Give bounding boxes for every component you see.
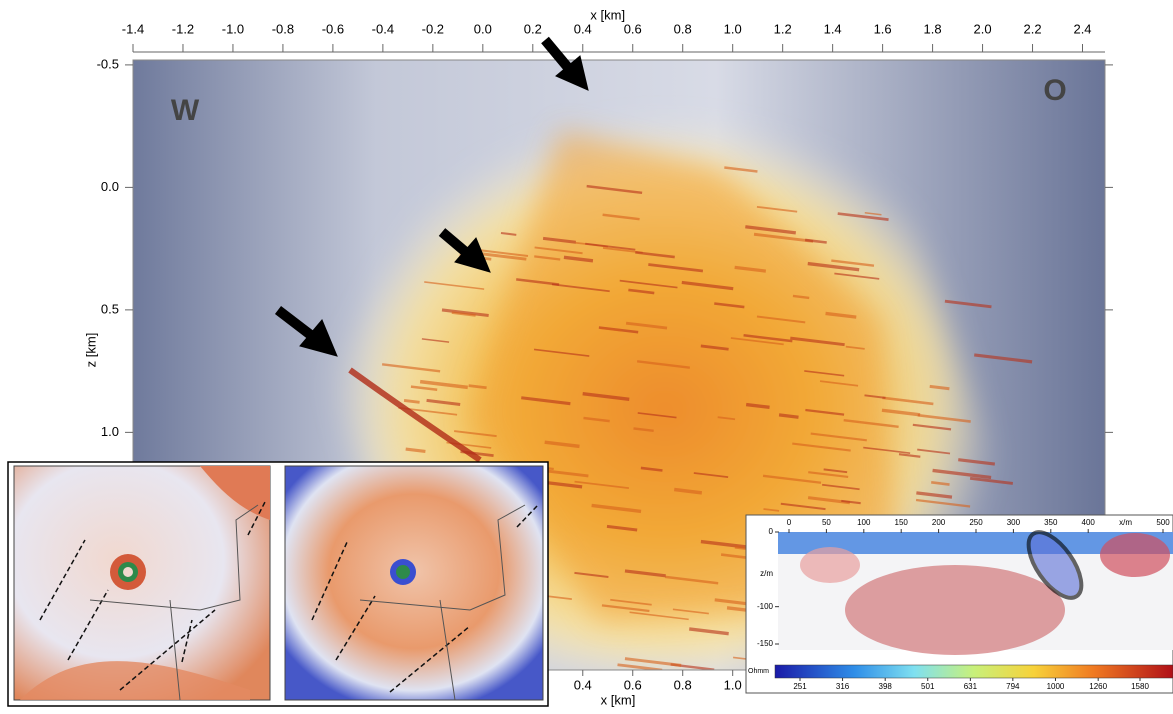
bottom-x-tick-label: 1.0: [724, 677, 742, 692]
bottom-x-tick-label: 0.4: [574, 677, 592, 692]
colorbar-tick-label: 251: [793, 682, 807, 691]
inset-z-tick-label: 0: [769, 527, 774, 536]
inset-x-unit: x/m: [1119, 518, 1132, 527]
decoration-ellipse: [1100, 533, 1170, 577]
colorbar-tick-label: 1580: [1131, 682, 1149, 691]
colorbar-tick-label: 501: [921, 682, 935, 691]
x-tick-label: 2.0: [974, 21, 992, 36]
z-axis-label: z [km]: [83, 333, 98, 368]
inset-z-tick-label: -100: [757, 602, 774, 611]
x-tick-label: -0.4: [372, 21, 394, 36]
x-tick-label: 0.6: [624, 21, 642, 36]
x-axis-label: x [km]: [590, 7, 625, 22]
east-label: O: [1043, 74, 1066, 107]
inset-x-tick-label: 100: [857, 518, 871, 527]
z-tick-label: 1.0: [101, 424, 119, 439]
inset-x-tick-label: 150: [895, 518, 909, 527]
colorbar-unit: Ohmm: [748, 668, 769, 675]
decoration-circle: [396, 565, 410, 579]
x-tick-label: 0.8: [674, 21, 692, 36]
x-tick-label: 0.0: [474, 21, 492, 36]
x-tick-label: 1.2: [774, 21, 792, 36]
decoration-circle: [123, 567, 133, 577]
x-tick-label: 2.4: [1073, 21, 1091, 36]
page: -1.4 -1.2 -1.0 -0.8 -0.6 -0.4 -0.2 0.0 0.2 0.4 0.6…: [0, 0, 1173, 709]
inset-z-tick-label: -150: [757, 639, 774, 648]
figure: -1.4 -1.2 -1.0 -0.8 -0.6 -0.4 -0.2 0.0 0.2 0.4 0.6…: [0, 0, 1173, 709]
decoration-ellipse: [800, 547, 860, 583]
resistivity-inset: 0 50 100 150 200 250 300 350 400 500 x/m 0 -100 -150 z…: [746, 515, 1173, 693]
x-tick-label: 2.2: [1023, 21, 1041, 36]
x-tick-label: -1.0: [222, 21, 244, 36]
streak: [779, 415, 798, 417]
inset-x-tick-label: 300: [1007, 518, 1021, 527]
x-tick-label: -0.8: [272, 21, 294, 36]
x-tick-label: 1.8: [924, 21, 942, 36]
inset-x-tick-label: 500: [1156, 518, 1170, 527]
streak: [404, 400, 420, 402]
x-tick-label: 1.6: [874, 21, 892, 36]
inset-z-unit: z/m: [760, 569, 773, 578]
z-tick-label: 0.0: [101, 179, 119, 194]
inset-x-tick-label: 50: [822, 518, 831, 527]
bottom-x-tick-label: 0.6: [624, 677, 642, 692]
colorbar-tick-label: 794: [1006, 682, 1020, 691]
x-tick-label: -0.6: [322, 21, 344, 36]
x-tick-label: 0.2: [524, 21, 542, 36]
z-tick-label: 0.5: [101, 301, 119, 316]
x-tick-label: 0.4: [574, 21, 592, 36]
inset-x-tick-label: 400: [1082, 518, 1096, 527]
inset-x-tick-label: 0: [787, 518, 792, 527]
colorbar-tick-label: 1260: [1089, 682, 1107, 691]
colorbar-tick-label: 631: [964, 682, 978, 691]
x-tick-label: 1.0: [724, 21, 742, 36]
decoration-rect: [775, 665, 1173, 678]
inset-x-tick-label: 200: [932, 518, 946, 527]
x-tick-label: 1.4: [824, 21, 842, 36]
inset-x-tick-label: 350: [1044, 518, 1058, 527]
colorbar-tick-label: 1000: [1047, 682, 1065, 691]
bottom-x-tick-label: 0.8: [674, 677, 692, 692]
inset-x-tick-label: 250: [969, 518, 983, 527]
x-tick-label: -1.4: [122, 21, 144, 36]
colorbar-tick-label: 398: [879, 682, 893, 691]
colorbar-tick-label: 316: [836, 682, 850, 691]
x-tick-label: -1.2: [172, 21, 194, 36]
map-inset: [8, 462, 548, 706]
x-tick-label: -0.2: [422, 21, 444, 36]
bottom-x-axis-label: x [km]: [601, 692, 636, 707]
z-tick-label: -0.5: [97, 56, 119, 71]
west-label: W: [171, 94, 200, 127]
decoration-ellipse: [845, 565, 1065, 655]
